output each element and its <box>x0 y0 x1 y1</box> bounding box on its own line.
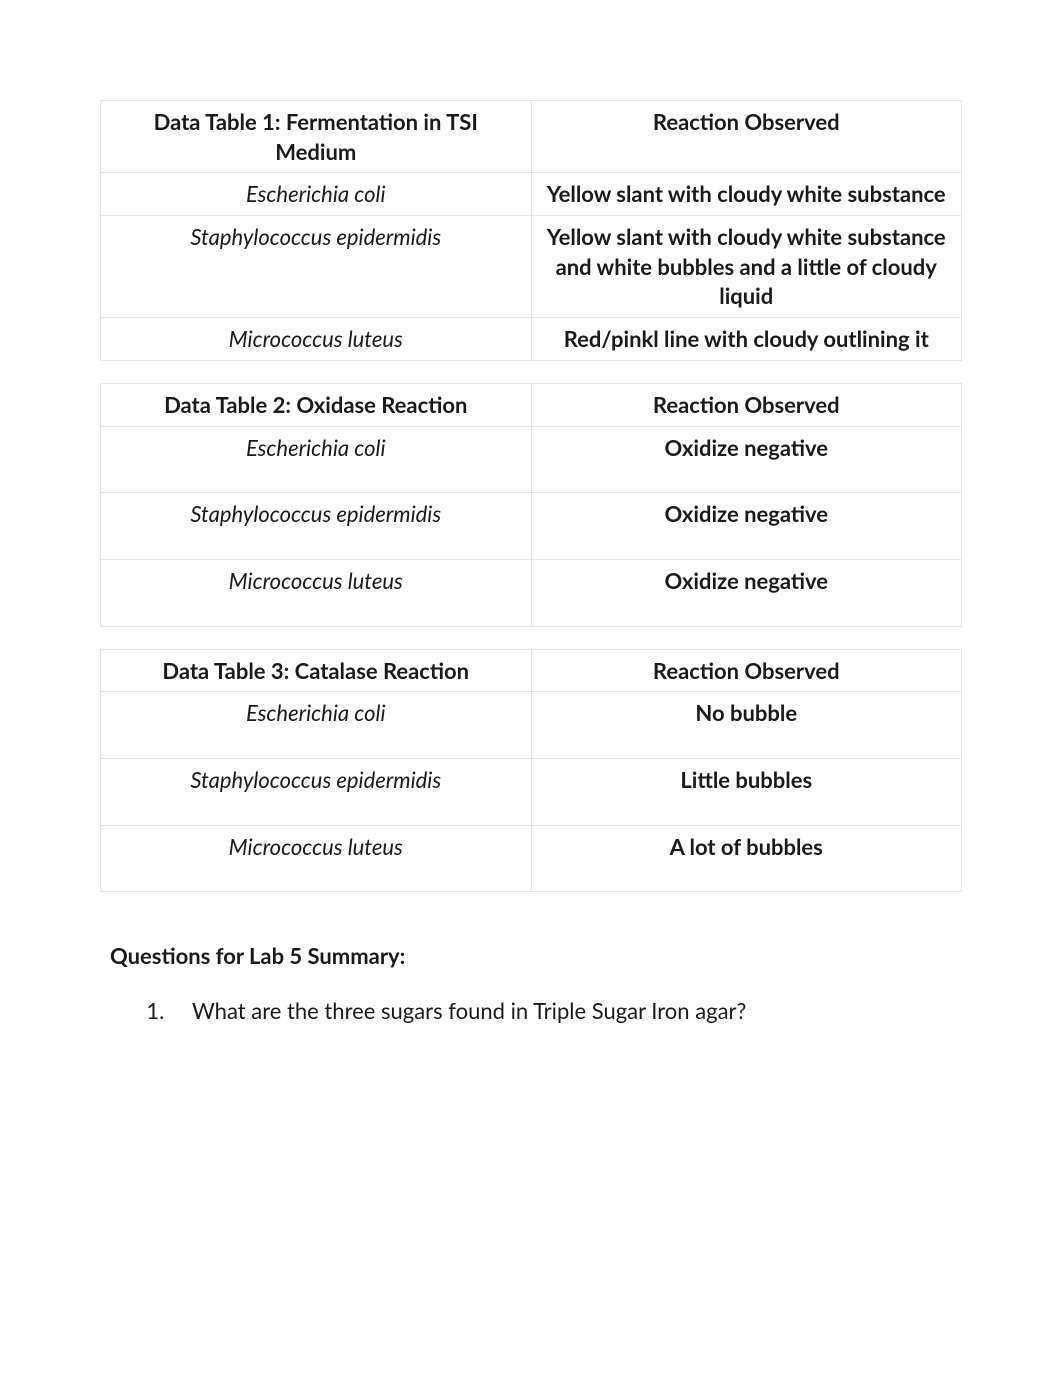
observation-cell: Yellow slant with cloudy white substance <box>531 173 962 216</box>
observation-cell: Oxidize negative <box>531 493 962 560</box>
table-header-right: Reaction Observed <box>531 649 962 692</box>
observation-cell: Oxidize negative <box>531 559 962 626</box>
observation-cell: Red/pinkl line with cloudy outlining it <box>531 318 962 361</box>
question-item: What are the three sugars found in Tripl… <box>170 997 962 1024</box>
observation-cell: A lot of bubbles <box>531 825 962 892</box>
table-row: Data Table 2: Oxidase Reaction Reaction … <box>101 383 962 426</box>
organism-cell: Micrococcus luteus <box>101 825 532 892</box>
table-row: Escherichia coli No bubble <box>101 692 962 759</box>
questions-heading: Questions for Lab 5 Summary: <box>110 942 962 969</box>
data-table-1: Data Table 1: Fermentation in TSI Medium… <box>100 100 962 361</box>
table-header-left: Data Table 1: Fermentation in TSI Medium <box>101 101 532 173</box>
table-row: Staphylococcus epidermidis Yellow slant … <box>101 216 962 318</box>
table-header-left: Data Table 2: Oxidase Reaction <box>101 383 532 426</box>
table-row: Escherichia coli Yellow slant with cloud… <box>101 173 962 216</box>
observation-cell: Yellow slant with cloudy white substance… <box>531 216 962 318</box>
observation-cell: Oxidize negative <box>531 426 962 493</box>
table-row: Data Table 1: Fermentation in TSI Medium… <box>101 101 962 173</box>
table-header-right: Reaction Observed <box>531 101 962 173</box>
organism-cell: Escherichia coli <box>101 173 532 216</box>
observation-cell: No bubble <box>531 692 962 759</box>
organism-cell: Staphylococcus epidermidis <box>101 493 532 560</box>
observation-cell: Little bubbles <box>531 758 962 825</box>
table-row: Micrococcus luteus Red/pinkl line with c… <box>101 318 962 361</box>
data-table-2: Data Table 2: Oxidase Reaction Reaction … <box>100 383 962 627</box>
organism-cell: Escherichia coli <box>101 426 532 493</box>
organism-cell: Escherichia coli <box>101 692 532 759</box>
tables-container: Data Table 1: Fermentation in TSI Medium… <box>100 100 962 892</box>
table-row: Micrococcus luteus Oxidize negative <box>101 559 962 626</box>
organism-cell: Micrococcus luteus <box>101 318 532 361</box>
organism-cell: Micrococcus luteus <box>101 559 532 626</box>
organism-cell: Staphylococcus epidermidis <box>101 758 532 825</box>
table-row: Micrococcus luteus A lot of bubbles <box>101 825 962 892</box>
table-row: Data Table 3: Catalase Reaction Reaction… <box>101 649 962 692</box>
table-row: Escherichia coli Oxidize negative <box>101 426 962 493</box>
table-header-right: Reaction Observed <box>531 383 962 426</box>
question-list: What are the three sugars found in Tripl… <box>170 997 962 1024</box>
organism-cell: Staphylococcus epidermidis <box>101 216 532 318</box>
data-table-3: Data Table 3: Catalase Reaction Reaction… <box>100 649 962 893</box>
table-header-left: Data Table 3: Catalase Reaction <box>101 649 532 692</box>
table-row: Staphylococcus epidermidis Little bubble… <box>101 758 962 825</box>
table-row: Staphylococcus epidermidis Oxidize negat… <box>101 493 962 560</box>
